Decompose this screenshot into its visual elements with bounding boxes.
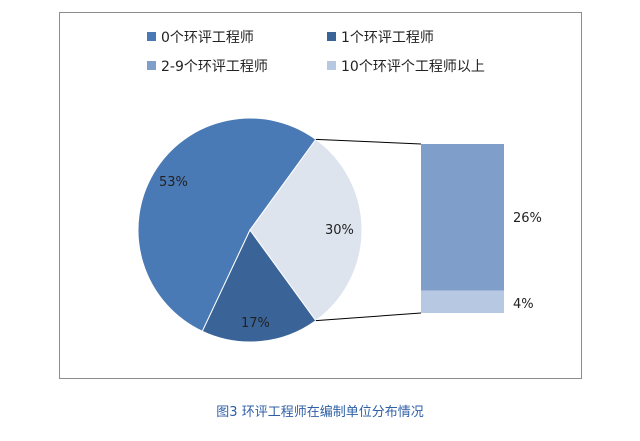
legend: 0个环评工程师 1个环评工程师 2-9个环评工程师 10个环评个工程师以上	[147, 30, 485, 75]
legend-label-2: 2-9个环评工程师	[161, 59, 268, 75]
bar-segment-0	[421, 144, 504, 291]
pie-slice-2	[249, 138, 363, 322]
connector-line-top	[315, 138, 422, 145]
bar-label-1: 4%	[513, 297, 534, 312]
figure-caption: 图3 环评工程师在编制单位分布情况	[216, 405, 424, 420]
pie-label-1: 17%	[241, 316, 270, 331]
bar-label-0: 26%	[513, 211, 542, 226]
legend-label-3: 10个环评个工程师以上	[341, 59, 485, 75]
pie-slice-1	[201, 229, 317, 343]
pie-label-2: 30%	[325, 223, 354, 238]
legend-label-1: 1个环评工程师	[341, 30, 434, 46]
legend-label-0: 0个环评工程师	[161, 30, 254, 46]
legend-swatch-1	[327, 32, 336, 41]
legend-swatch-0	[147, 32, 156, 41]
legend-swatch-2	[147, 61, 156, 70]
pie-slice-0	[137, 117, 317, 333]
pie-label-0: 53%	[159, 175, 188, 190]
legend-swatch-3	[327, 61, 336, 70]
connector-line-bottom	[315, 312, 422, 322]
bar-segment-1	[421, 290, 504, 313]
